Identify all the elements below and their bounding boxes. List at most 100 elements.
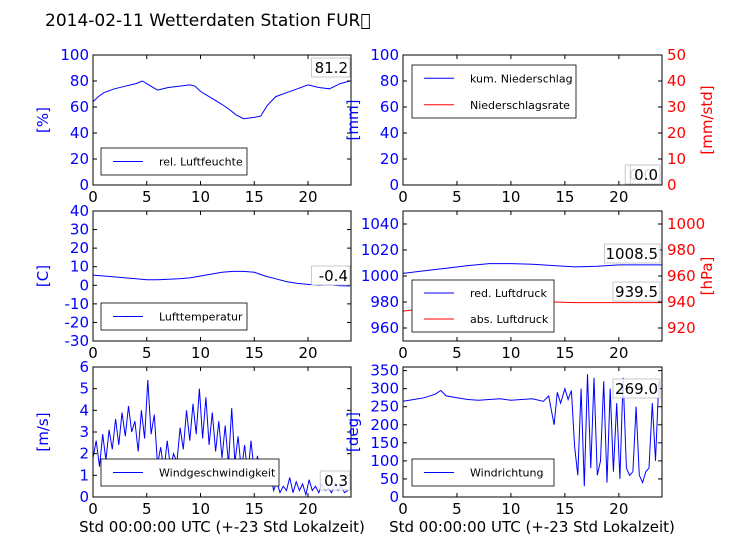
- precipitation-x-tick-label: 0: [398, 188, 408, 206]
- precipitation-legend-label: Niederschlagsrate: [470, 99, 570, 112]
- pressure-legend-label: abs. Luftdruck: [470, 313, 549, 326]
- precipitation-legend-label: kum. Niederschlag: [470, 72, 573, 85]
- pressure-legend-label: red. Luftdruck: [470, 287, 547, 300]
- chart-title: 2014-02-11 Wetterdaten Station FUR : [45, 11, 371, 31]
- windspeed-series-line-0: [93, 379, 349, 497]
- temperature-axes-frame: [92, 210, 352, 342]
- windspeed-x-tick-label: 15: [245, 500, 264, 518]
- temperature-y-tick-label: 10: [70, 258, 89, 276]
- precipitation-y-tick-label: 60: [380, 98, 399, 116]
- windspeed-y-tick-label: 6: [79, 358, 89, 376]
- windspeed-y-tick-label: 2: [79, 445, 89, 463]
- precipitation-y-axis-label: [mm]: [344, 100, 362, 141]
- humidity-panel: 0 5 10 15 20 0 20 40 60 80 100 [%] rel. Luftfeuchte 8…: [34, 46, 352, 206]
- x-axis-label-right: Std 00:00:00 UTC (+-23 Std Lokalzeit): [389, 518, 675, 536]
- humidity-x-tick-label: 10: [191, 188, 210, 206]
- winddirection-y-tick-label: 150: [370, 434, 399, 452]
- precipitation-y2-tick-label: 0: [667, 176, 677, 194]
- precipitation-panel: 0 5 10 15 20 0 20 40 60 80 100 [mm] 0 10 20 30 40 50 [mm/s…: [344, 46, 716, 206]
- humidity-x-tick-label: 15: [245, 188, 264, 206]
- precipitation-y-tick-label: 20: [380, 150, 399, 168]
- precipitation-x-tick-label: 20: [609, 188, 628, 206]
- windspeed-y-axis-label: [m/s]: [34, 412, 52, 451]
- pressure-current-value: 1008.5: [606, 245, 659, 263]
- temperature-y-tick-label: 0: [79, 276, 89, 294]
- pressure-y2-axis-label: [hPa]: [698, 257, 716, 296]
- temperature-y-tick-label: -30: [65, 332, 90, 350]
- pressure-y-tick-label: 1000: [361, 267, 399, 285]
- windspeed-panel: 0 5 10 15 20 0 1 2 3 4 5 6 [m/s] Windgeschwindigkeit 0…: [34, 358, 352, 518]
- windspeed-y-tick-label: 5: [79, 380, 89, 398]
- humidity-legend-label: rel. Luftfeuchte: [159, 156, 243, 169]
- humidity-x-tick-label: 20: [298, 188, 317, 206]
- pressure-y-tick-label: 1040: [361, 215, 399, 233]
- temperature-series-line-0: [93, 270, 350, 287]
- pressure-y2-tick-label: 960: [667, 267, 696, 285]
- winddirection-y-tick-label: 350: [370, 362, 399, 380]
- precipitation-y2-tick-label: 20: [667, 124, 686, 142]
- humidity-y-axis-label: [%]: [34, 107, 52, 133]
- windspeed-y-tick-label: 3: [79, 423, 89, 441]
- pressure-x-tick-label: 5: [452, 344, 462, 362]
- temperature-y-tick-label: 40: [70, 202, 89, 220]
- humidity-series-line-0: [93, 80, 351, 120]
- winddirection-x-tick-label: 15: [555, 500, 574, 518]
- winddirection-y-tick-label: 0: [389, 488, 399, 506]
- pressure-current-value-2-box: [612, 281, 661, 302]
- winddirection-x-tick-label: 5: [452, 500, 462, 518]
- pressure-y-tick-label: 980: [370, 293, 399, 311]
- precipitation-y-tick-label: 100: [370, 46, 399, 64]
- temperature-x-tick-label: 5: [142, 344, 152, 362]
- pressure-y-tick-label: 1020: [361, 241, 399, 259]
- humidity-current-value-box: [311, 57, 351, 78]
- winddirection-series-line-0: [403, 374, 660, 487]
- temperature-y-axis-label: [C]: [34, 265, 52, 287]
- temperature-current-value: -0.4: [319, 267, 348, 285]
- humidity-y-tick-label: 40: [70, 124, 89, 142]
- pressure-x-tick-label: 20: [609, 344, 628, 362]
- precipitation-y2-axis-label: [mm/std]: [698, 85, 716, 154]
- winddirection-x-tick-label: 20: [609, 500, 628, 518]
- pressure-y-tick-label: 960: [370, 319, 399, 337]
- temperature-x-tick-label: 0: [88, 344, 98, 362]
- winddirection-x-tick-label: 0: [398, 500, 408, 518]
- humidity-y-tick-label: 80: [70, 72, 89, 90]
- precipitation-current-value: 0.0: [634, 166, 658, 184]
- temperature-y-tick-label: -20: [65, 313, 90, 331]
- precipitation-y-tick-label: 0: [389, 176, 399, 194]
- precipitation-x-tick-label: 5: [452, 188, 462, 206]
- winddirection-y-tick-label: 100: [370, 452, 399, 470]
- temperature-y-tick-label: 30: [70, 221, 89, 239]
- precipitation-legend: [411, 64, 577, 119]
- winddirection-y-tick-label: 250: [370, 398, 399, 416]
- temperature-legend-label: Lufttemperatur: [159, 311, 243, 324]
- pressure-x-tick-label: 10: [501, 344, 520, 362]
- windspeed-legend-label: Windgeschwindigkeit: [159, 467, 276, 480]
- x-axis-label-left: Std 00:00:00 UTC (+-23 Std Lokalzeit): [79, 518, 365, 536]
- humidity-current-value: 81.2: [315, 59, 348, 77]
- pressure-y2-tick-label: 980: [667, 241, 696, 259]
- temperature-y-tick-label: -10: [65, 295, 90, 313]
- windspeed-x-tick-label: 10: [191, 500, 210, 518]
- humidity-x-tick-label: 0: [88, 188, 98, 206]
- precipitation-x-tick-label: 15: [555, 188, 574, 206]
- windspeed-current-value: 0.3: [324, 472, 348, 490]
- winddirection-current-value: 269.0: [615, 380, 658, 398]
- temperature-x-tick-label: 15: [245, 344, 264, 362]
- temperature-y-tick-label: 20: [70, 239, 89, 257]
- pressure-y2-tick-label: 940: [667, 293, 696, 311]
- precipitation-y-tick-label: 80: [380, 72, 399, 90]
- temperature-x-tick-label: 20: [298, 344, 317, 362]
- winddirection-y-tick-label: 50: [380, 470, 399, 488]
- winddirection-y-axis-label: [deg]: [344, 412, 362, 452]
- windspeed-x-tick-label: 5: [142, 500, 152, 518]
- precipitation-current-value-box: [629, 164, 661, 185]
- windspeed-x-tick-label: 20: [298, 500, 317, 518]
- pressure-current-value-box: [604, 243, 661, 264]
- windspeed-x-tick-label: 0: [88, 500, 98, 518]
- winddirection-legend-label: Windrichtung: [470, 467, 543, 480]
- windspeed-y-tick-label: 1: [79, 466, 89, 484]
- temperature-panel: 0 5 10 15 20-30-20-10010203040[C]Lufttempera…: [34, 202, 352, 362]
- humidity-y-tick-label: 0: [79, 176, 89, 194]
- precipitation-y2-tick-label: 40: [667, 72, 686, 90]
